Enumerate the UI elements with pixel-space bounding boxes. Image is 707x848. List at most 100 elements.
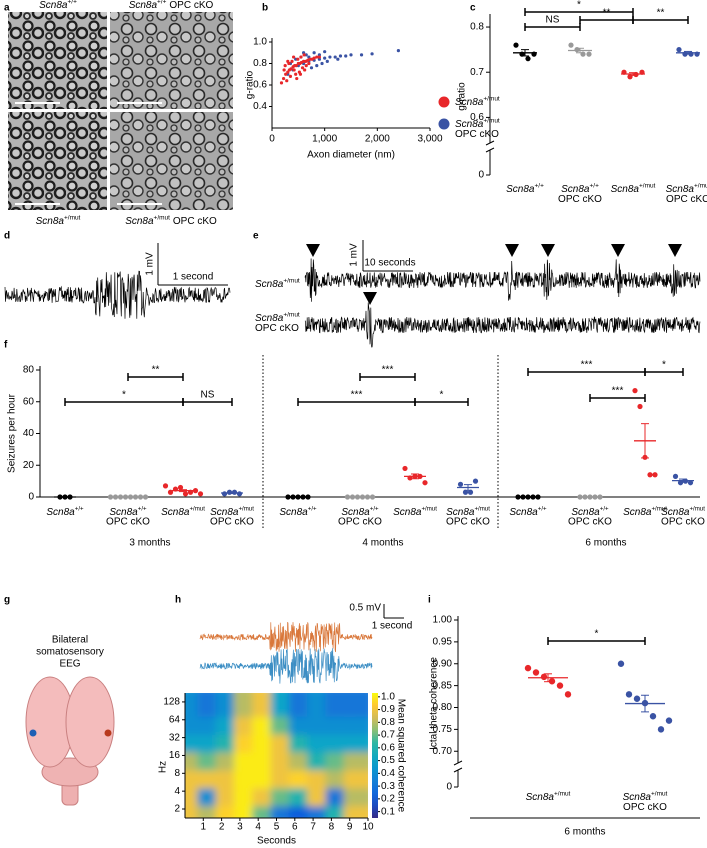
genotype-label: Scn8a+/+: [46, 505, 84, 517]
heatmap-cell: [343, 693, 368, 717]
point: [323, 56, 327, 60]
allele: +/mut: [238, 505, 254, 512]
genotype-label: Scn8a+/mut: [661, 505, 705, 517]
genotype-label: Scn8a+/mut: [446, 505, 490, 517]
significance-label: **: [603, 8, 611, 19]
scale-label: 1 second: [372, 621, 413, 632]
y-tick-label: 64: [169, 714, 181, 725]
dot: [344, 494, 351, 500]
significance-label: NS: [546, 15, 560, 26]
genotype-label: Scn8a+/+ OPC cKO: [129, 0, 214, 11]
x-tick-label: 10: [362, 822, 374, 833]
y-tick-label: 8: [174, 768, 180, 779]
colorbar-tick-label: 0.7: [381, 730, 395, 741]
genotype-suffix: OPC cKO: [558, 194, 602, 205]
colorbar-label: Mean squared coherence: [395, 699, 406, 813]
allele: +/mut: [694, 182, 707, 189]
point: [288, 74, 293, 78]
allele: +/mut: [283, 311, 300, 318]
x-tick-label: 3,000: [417, 134, 442, 145]
gene-name: Scn8a: [623, 792, 652, 803]
dot: [665, 717, 673, 724]
allele: +/mut: [421, 505, 437, 512]
gene-name: Scn8a: [509, 507, 538, 518]
x-tick-label: 2: [219, 822, 225, 833]
y-tick-label: 0: [28, 492, 34, 503]
colorbar: [372, 693, 378, 818]
dot: [513, 42, 519, 48]
point: [396, 49, 400, 53]
heatmap: [185, 693, 368, 818]
dot: [462, 489, 469, 495]
axis-break: [453, 767, 463, 773]
eeg-trace: [304, 258, 701, 302]
allele: +/+: [75, 505, 84, 512]
point: [299, 55, 303, 59]
dot: [422, 480, 428, 486]
scale-label: 0.5 mV: [349, 603, 381, 614]
axis-break: [485, 140, 495, 146]
y-tick-label: 80: [23, 365, 35, 376]
x-axis-label: Axon diameter (nm): [307, 150, 395, 161]
dot: [637, 403, 643, 410]
point: [333, 55, 337, 59]
point: [290, 59, 294, 63]
point: [307, 61, 311, 66]
dot: [221, 491, 228, 497]
scale-label: 1 mV: [145, 252, 156, 276]
dot: [167, 489, 174, 495]
y-tick-label: 0: [446, 782, 452, 793]
dot: [182, 491, 189, 497]
colorbar-tick-label: 1.0: [381, 691, 395, 702]
x-tick-label: 0: [269, 134, 275, 145]
x-tick-label: 6: [292, 822, 298, 833]
allele: +/mut: [483, 95, 500, 102]
dot: [564, 691, 572, 698]
seizure-marker: [505, 244, 519, 257]
dot: [672, 473, 679, 479]
significance-label: ***: [612, 386, 624, 397]
genotype-suffix: OPC cKO: [210, 516, 254, 527]
gene-name: Scn8a: [129, 0, 158, 11]
dot: [162, 483, 169, 489]
significance-label: ***: [382, 365, 394, 376]
dot: [652, 472, 658, 478]
point: [289, 67, 293, 71]
brain: [25, 676, 115, 806]
point: [294, 72, 298, 76]
significance-label: **: [152, 365, 160, 376]
point: [285, 79, 289, 83]
dot: [568, 42, 574, 48]
significance-label: *: [595, 629, 599, 640]
genotype-label: Scn8a+/+: [571, 505, 609, 517]
genotype-label: Scn8a+/mut: [611, 182, 656, 195]
x-tick-label: 3: [237, 822, 243, 833]
y-axis-label: Ictal theta coherence: [429, 657, 440, 750]
genotype-label: Scn8a+/mut OPC cKO: [125, 214, 217, 227]
dot: [647, 472, 653, 478]
colorbar-tick-label: 0.5: [381, 755, 395, 766]
allele: +/mut: [283, 277, 300, 284]
dot: [112, 494, 119, 500]
y-tick-label: 0.95: [433, 637, 453, 648]
y-tick-label: 0.70: [433, 746, 453, 757]
gene-name: Scn8a: [571, 507, 600, 518]
significance-label: **: [657, 8, 665, 19]
allele: +/mut: [189, 505, 205, 512]
gene-name: Scn8a: [210, 507, 239, 518]
point: [328, 55, 332, 59]
point: [279, 81, 284, 85]
allele: +/+: [590, 182, 600, 189]
gene-name: Scn8a: [39, 0, 68, 11]
allele: +/+: [538, 505, 547, 512]
allele: +/mut: [64, 214, 81, 221]
allele: +/mut: [474, 505, 490, 512]
gene-name: Scn8a: [526, 792, 555, 803]
seizure-marker: [611, 244, 625, 257]
y-tick-label: 0.6: [470, 112, 484, 123]
y-tick-label: 0.85: [433, 680, 453, 691]
genotype-suffix: OPC cKO: [173, 216, 217, 227]
point: [359, 53, 364, 57]
panel-label: h: [175, 595, 181, 606]
point: [315, 55, 319, 59]
